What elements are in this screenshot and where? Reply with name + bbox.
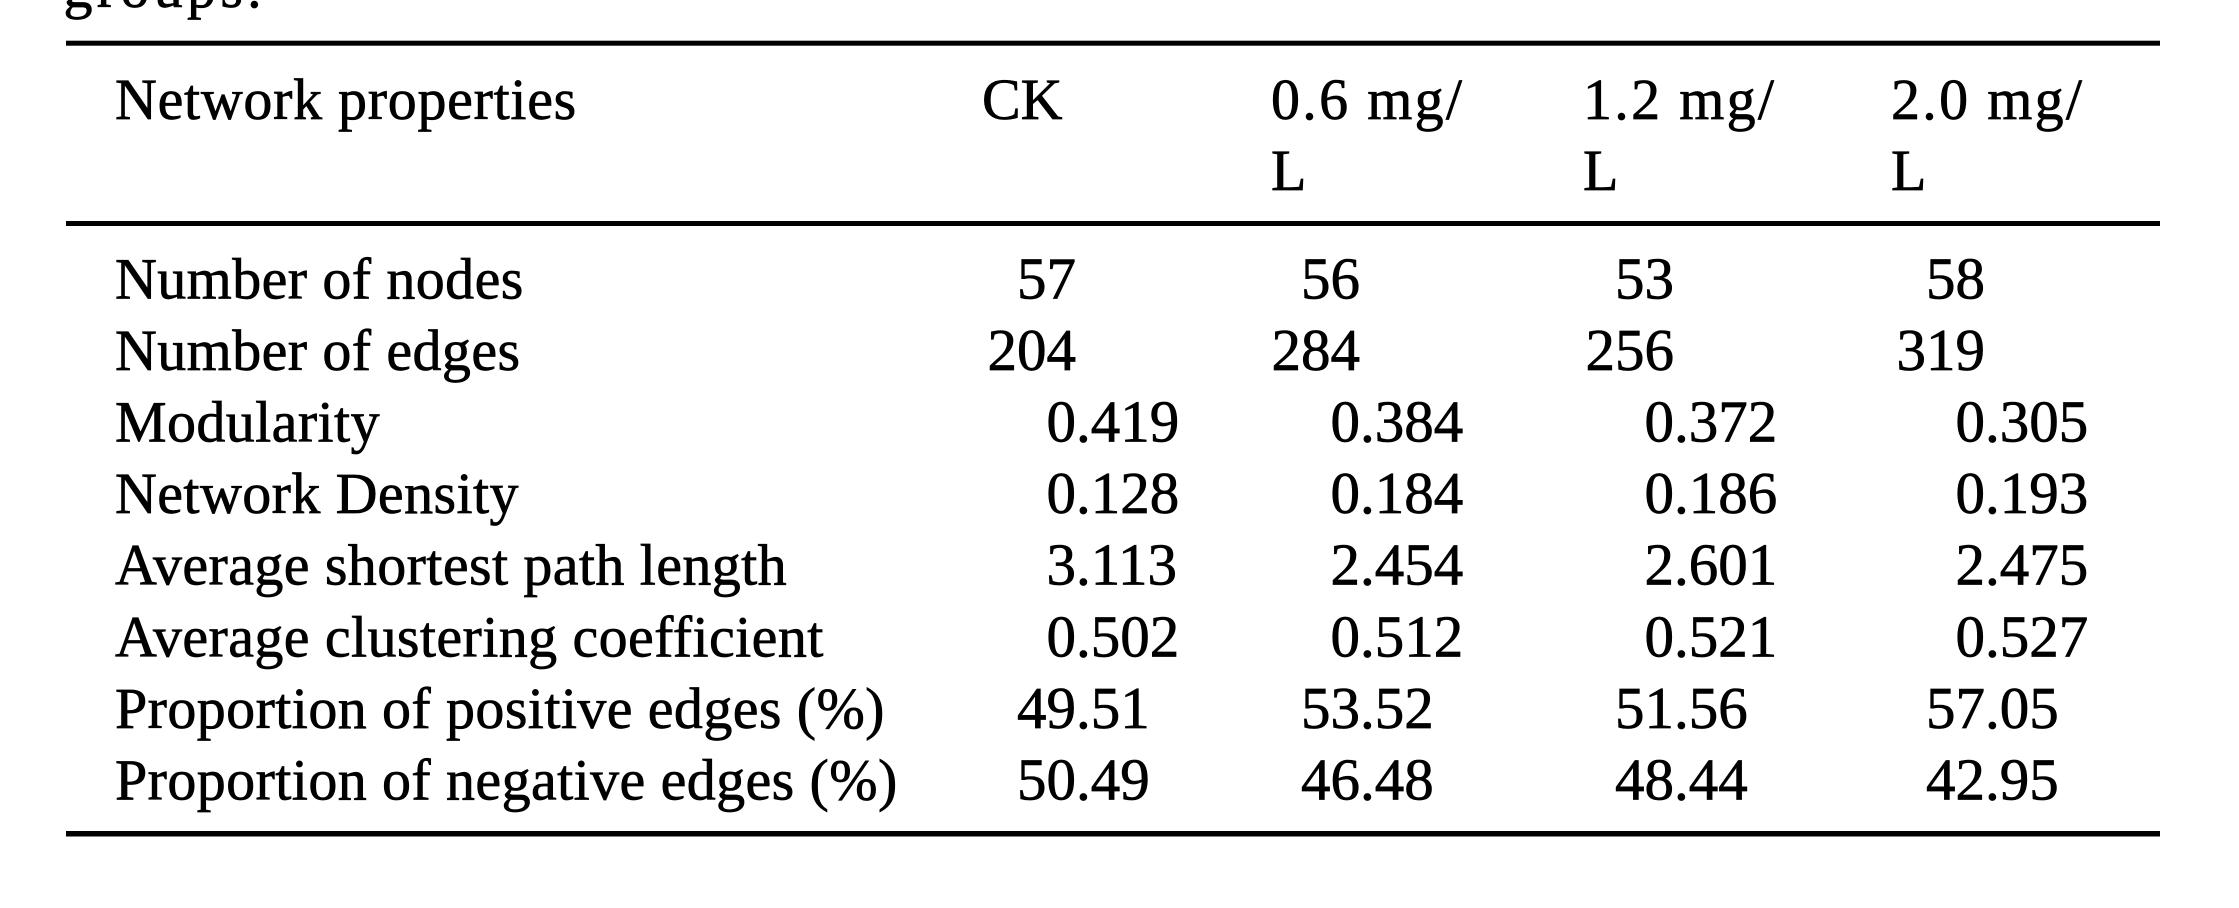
svg-text:Average clustering coefficient: Average clustering coefficient — [115, 604, 824, 669]
svg-text:284: 284 — [1272, 317, 1361, 383]
svg-text:49: 49 — [1017, 675, 1076, 741]
svg-text:.475: .475 — [1985, 532, 2088, 598]
svg-text:53: 53 — [1615, 246, 1674, 312]
svg-text:.384: .384 — [1360, 389, 1463, 455]
svg-text:.601: .601 — [1674, 532, 1777, 598]
svg-text:0: 0 — [1331, 460, 1361, 526]
svg-text:.49: .49 — [1076, 746, 1150, 812]
svg-text:.128: .128 — [1076, 460, 1179, 526]
svg-text:.502: .502 — [1076, 603, 1179, 669]
svg-text:Proportion of positive edges (: Proportion of positive edges (%) — [115, 676, 885, 741]
svg-text:56: 56 — [1301, 246, 1360, 312]
svg-text:.184: .184 — [1360, 460, 1463, 526]
svg-text:CK: CK — [982, 67, 1063, 132]
svg-text:.419: .419 — [1076, 389, 1179, 455]
svg-text:2.0 mg/: 2.0 mg/ — [1891, 67, 2084, 132]
svg-text:.512: .512 — [1360, 603, 1463, 669]
svg-text:0: 0 — [1047, 460, 1077, 526]
svg-text:2: 2 — [1331, 532, 1361, 598]
svg-text:.51: .51 — [1076, 675, 1150, 741]
svg-text:Average shortest path length: Average shortest path length — [115, 533, 787, 598]
svg-text:58: 58 — [1926, 246, 1985, 312]
svg-text:Modularity: Modularity — [115, 390, 380, 455]
svg-text:0.6 mg/: 0.6 mg/ — [1271, 67, 1464, 132]
svg-text:53: 53 — [1301, 675, 1360, 741]
svg-text:Number of nodes: Number of nodes — [115, 247, 524, 312]
svg-text:L: L — [1583, 138, 1618, 203]
svg-text:.56: .56 — [1674, 675, 1748, 741]
svg-text:Number of edges: Number of edges — [115, 318, 520, 383]
svg-text:51: 51 — [1615, 675, 1674, 741]
svg-text:.305: .305 — [1985, 389, 2088, 455]
svg-text:.05: .05 — [1985, 675, 2059, 741]
svg-text:3: 3 — [1047, 532, 1077, 598]
svg-text:Network Density: Network Density — [115, 461, 519, 526]
svg-text:.193: .193 — [1985, 460, 2088, 526]
svg-text:0: 0 — [1331, 603, 1361, 669]
svg-text:42: 42 — [1926, 746, 1985, 812]
svg-text:0: 0 — [1645, 603, 1675, 669]
svg-text:0: 0 — [1331, 389, 1361, 455]
svg-text:0: 0 — [1956, 603, 1986, 669]
svg-text:L: L — [1891, 138, 1926, 203]
svg-text:0: 0 — [1047, 389, 1077, 455]
svg-text:.527: .527 — [1985, 603, 2088, 669]
svg-text:.95: .95 — [1985, 746, 2059, 812]
svg-text:50: 50 — [1017, 746, 1076, 812]
svg-text:1.2 mg/: 1.2 mg/ — [1583, 67, 1776, 132]
svg-text:0: 0 — [1956, 389, 1986, 455]
svg-text:256: 256 — [1586, 317, 1675, 383]
svg-text:319: 319 — [1897, 317, 1986, 383]
svg-text:.454: .454 — [1360, 532, 1463, 598]
svg-text:46: 46 — [1301, 746, 1360, 812]
svg-text:0: 0 — [1645, 389, 1675, 455]
svg-text:Proportion of negative edges (: Proportion of negative edges (%) — [115, 747, 898, 812]
svg-text:57: 57 — [1017, 246, 1076, 312]
svg-text:0: 0 — [1047, 603, 1077, 669]
svg-text:L: L — [1271, 138, 1306, 203]
svg-text:.48: .48 — [1360, 746, 1434, 812]
svg-text:0: 0 — [1956, 460, 1986, 526]
svg-text:.186: .186 — [1674, 460, 1777, 526]
svg-text:2: 2 — [1956, 532, 1986, 598]
svg-text:204: 204 — [988, 317, 1077, 383]
svg-text:.44: .44 — [1674, 746, 1748, 812]
svg-text:57: 57 — [1926, 675, 1985, 741]
svg-text:groups.: groups. — [64, 0, 267, 20]
svg-text:48: 48 — [1615, 746, 1674, 812]
svg-text:.52: .52 — [1360, 675, 1434, 741]
svg-text:2: 2 — [1645, 532, 1675, 598]
svg-text:.521: .521 — [1674, 603, 1777, 669]
svg-text:0: 0 — [1645, 460, 1675, 526]
svg-text:.113: .113 — [1076, 532, 1177, 598]
svg-text:.372: .372 — [1674, 389, 1777, 455]
svg-text:Network properties: Network properties — [115, 67, 577, 132]
